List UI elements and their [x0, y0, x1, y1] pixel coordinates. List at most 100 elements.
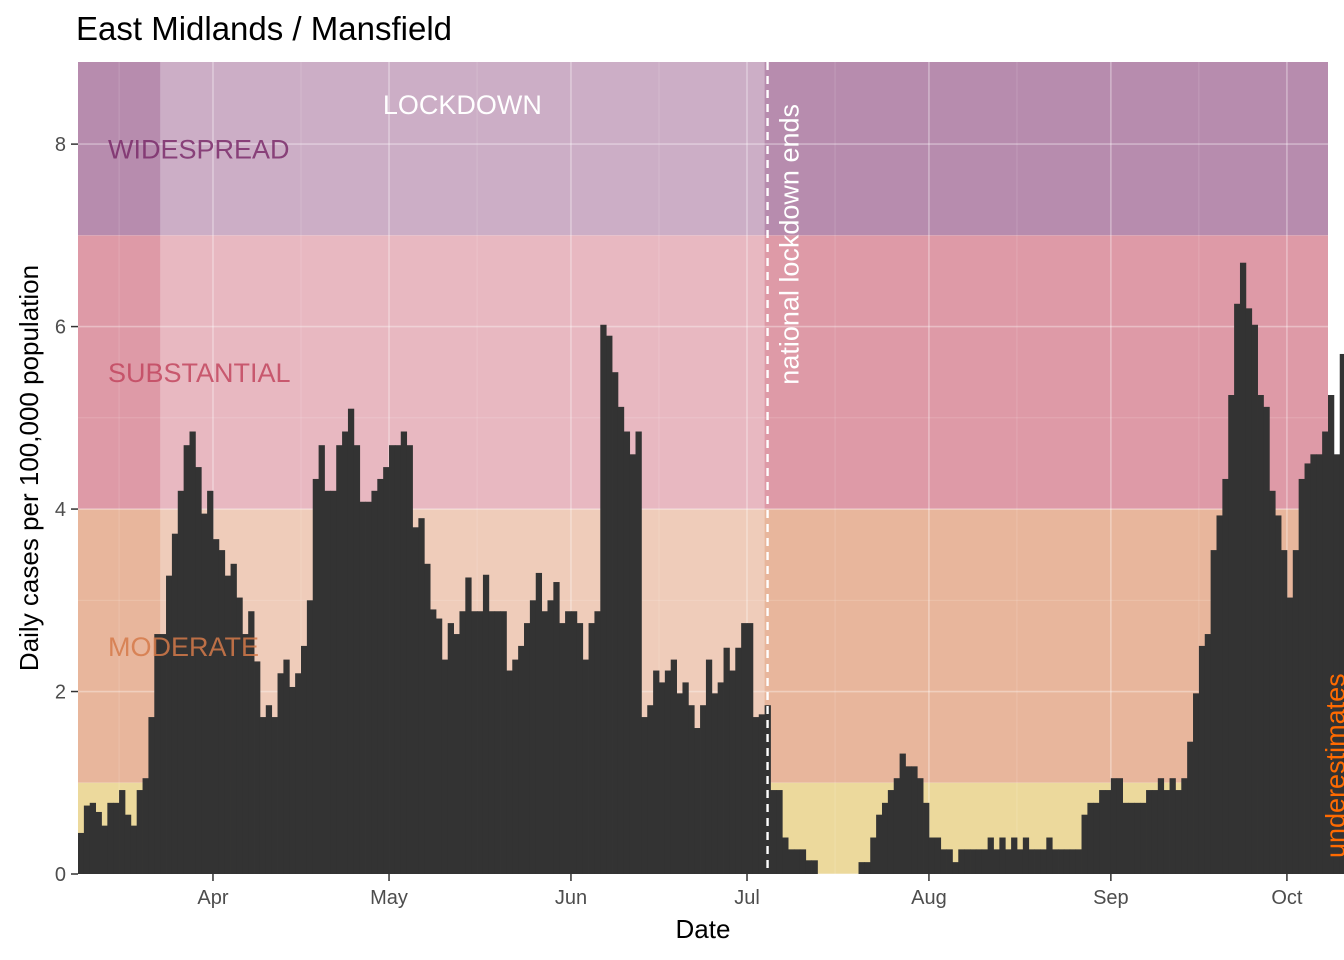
bar — [617, 406, 625, 874]
bar — [1034, 849, 1041, 874]
bar — [653, 670, 660, 874]
bar — [1022, 837, 1030, 874]
bar — [371, 490, 378, 874]
bar — [453, 634, 460, 874]
bar — [1269, 490, 1276, 874]
bar — [1239, 262, 1247, 875]
bar — [629, 454, 636, 874]
bar — [394, 445, 402, 874]
bar — [758, 714, 766, 874]
bar — [113, 802, 120, 874]
bar — [488, 611, 496, 874]
bar — [230, 563, 237, 874]
bar — [1016, 849, 1024, 874]
bar — [482, 574, 490, 874]
bar — [940, 849, 947, 874]
bar — [1081, 814, 1088, 874]
bar — [389, 445, 396, 874]
bar — [1187, 741, 1194, 874]
bar — [271, 717, 278, 874]
bar — [353, 445, 361, 874]
bar — [565, 611, 572, 874]
bar — [148, 717, 155, 874]
x-tick-label: Aug — [911, 887, 947, 909]
bar — [735, 647, 742, 874]
bar — [1087, 802, 1094, 874]
bar — [570, 611, 578, 874]
bar — [870, 837, 877, 874]
bar — [729, 670, 736, 874]
bar — [447, 623, 454, 874]
bar — [635, 431, 642, 874]
bar — [981, 849, 989, 874]
bar — [301, 645, 308, 874]
bar-series — [78, 262, 1344, 875]
bar — [254, 661, 261, 874]
bar — [283, 659, 290, 874]
band-substantial — [78, 235, 1328, 510]
bar — [893, 778, 900, 874]
bar — [201, 513, 208, 874]
bar — [594, 611, 601, 874]
bar — [1175, 790, 1182, 874]
bar — [711, 693, 719, 874]
bar — [424, 563, 431, 874]
bar — [582, 659, 589, 874]
bar — [336, 445, 343, 874]
bar — [799, 849, 807, 874]
y-tick-label: 2 — [55, 682, 66, 704]
bar — [1281, 550, 1288, 874]
bar — [1339, 353, 1344, 875]
bar — [1257, 395, 1264, 874]
bar — [676, 693, 683, 874]
bar — [694, 728, 701, 874]
bar — [876, 814, 883, 874]
bar — [1210, 550, 1217, 874]
bar — [1116, 778, 1123, 874]
bar — [612, 372, 619, 874]
bar — [494, 611, 501, 874]
bar — [559, 623, 566, 874]
bar — [993, 849, 1000, 874]
bar — [917, 778, 924, 874]
bar — [1052, 849, 1059, 874]
x-tick-label: Sep — [1093, 887, 1129, 909]
bar — [541, 611, 548, 874]
bar — [171, 533, 179, 874]
bar — [1333, 454, 1341, 874]
bar — [658, 682, 666, 874]
bar — [95, 811, 102, 874]
lockdown-label: LOCKDOWN — [383, 90, 542, 120]
bar — [670, 659, 677, 874]
bar — [535, 572, 543, 874]
bar — [946, 849, 953, 874]
bar — [999, 837, 1006, 874]
bar — [1245, 308, 1253, 875]
bar — [788, 849, 795, 874]
bar — [224, 575, 231, 874]
bar — [124, 814, 132, 874]
bar — [970, 849, 977, 874]
bar — [717, 682, 724, 874]
bar — [864, 862, 871, 874]
bar — [383, 467, 390, 874]
bar — [183, 445, 190, 874]
bar — [1163, 790, 1170, 874]
bar — [277, 673, 284, 874]
bar — [377, 478, 384, 874]
x-tick-label: Oct — [1271, 887, 1303, 909]
bar — [1028, 849, 1035, 874]
bar — [365, 501, 372, 874]
bar — [166, 575, 173, 874]
bar — [1286, 597, 1294, 874]
bar — [406, 445, 413, 874]
bar — [1198, 645, 1206, 874]
bar — [1181, 778, 1188, 874]
bar — [1105, 790, 1112, 874]
bar — [154, 634, 161, 874]
band-label-substantial: SUBSTANTIAL — [108, 358, 291, 388]
bar — [418, 518, 425, 874]
bar — [471, 611, 478, 874]
bar — [506, 670, 513, 874]
